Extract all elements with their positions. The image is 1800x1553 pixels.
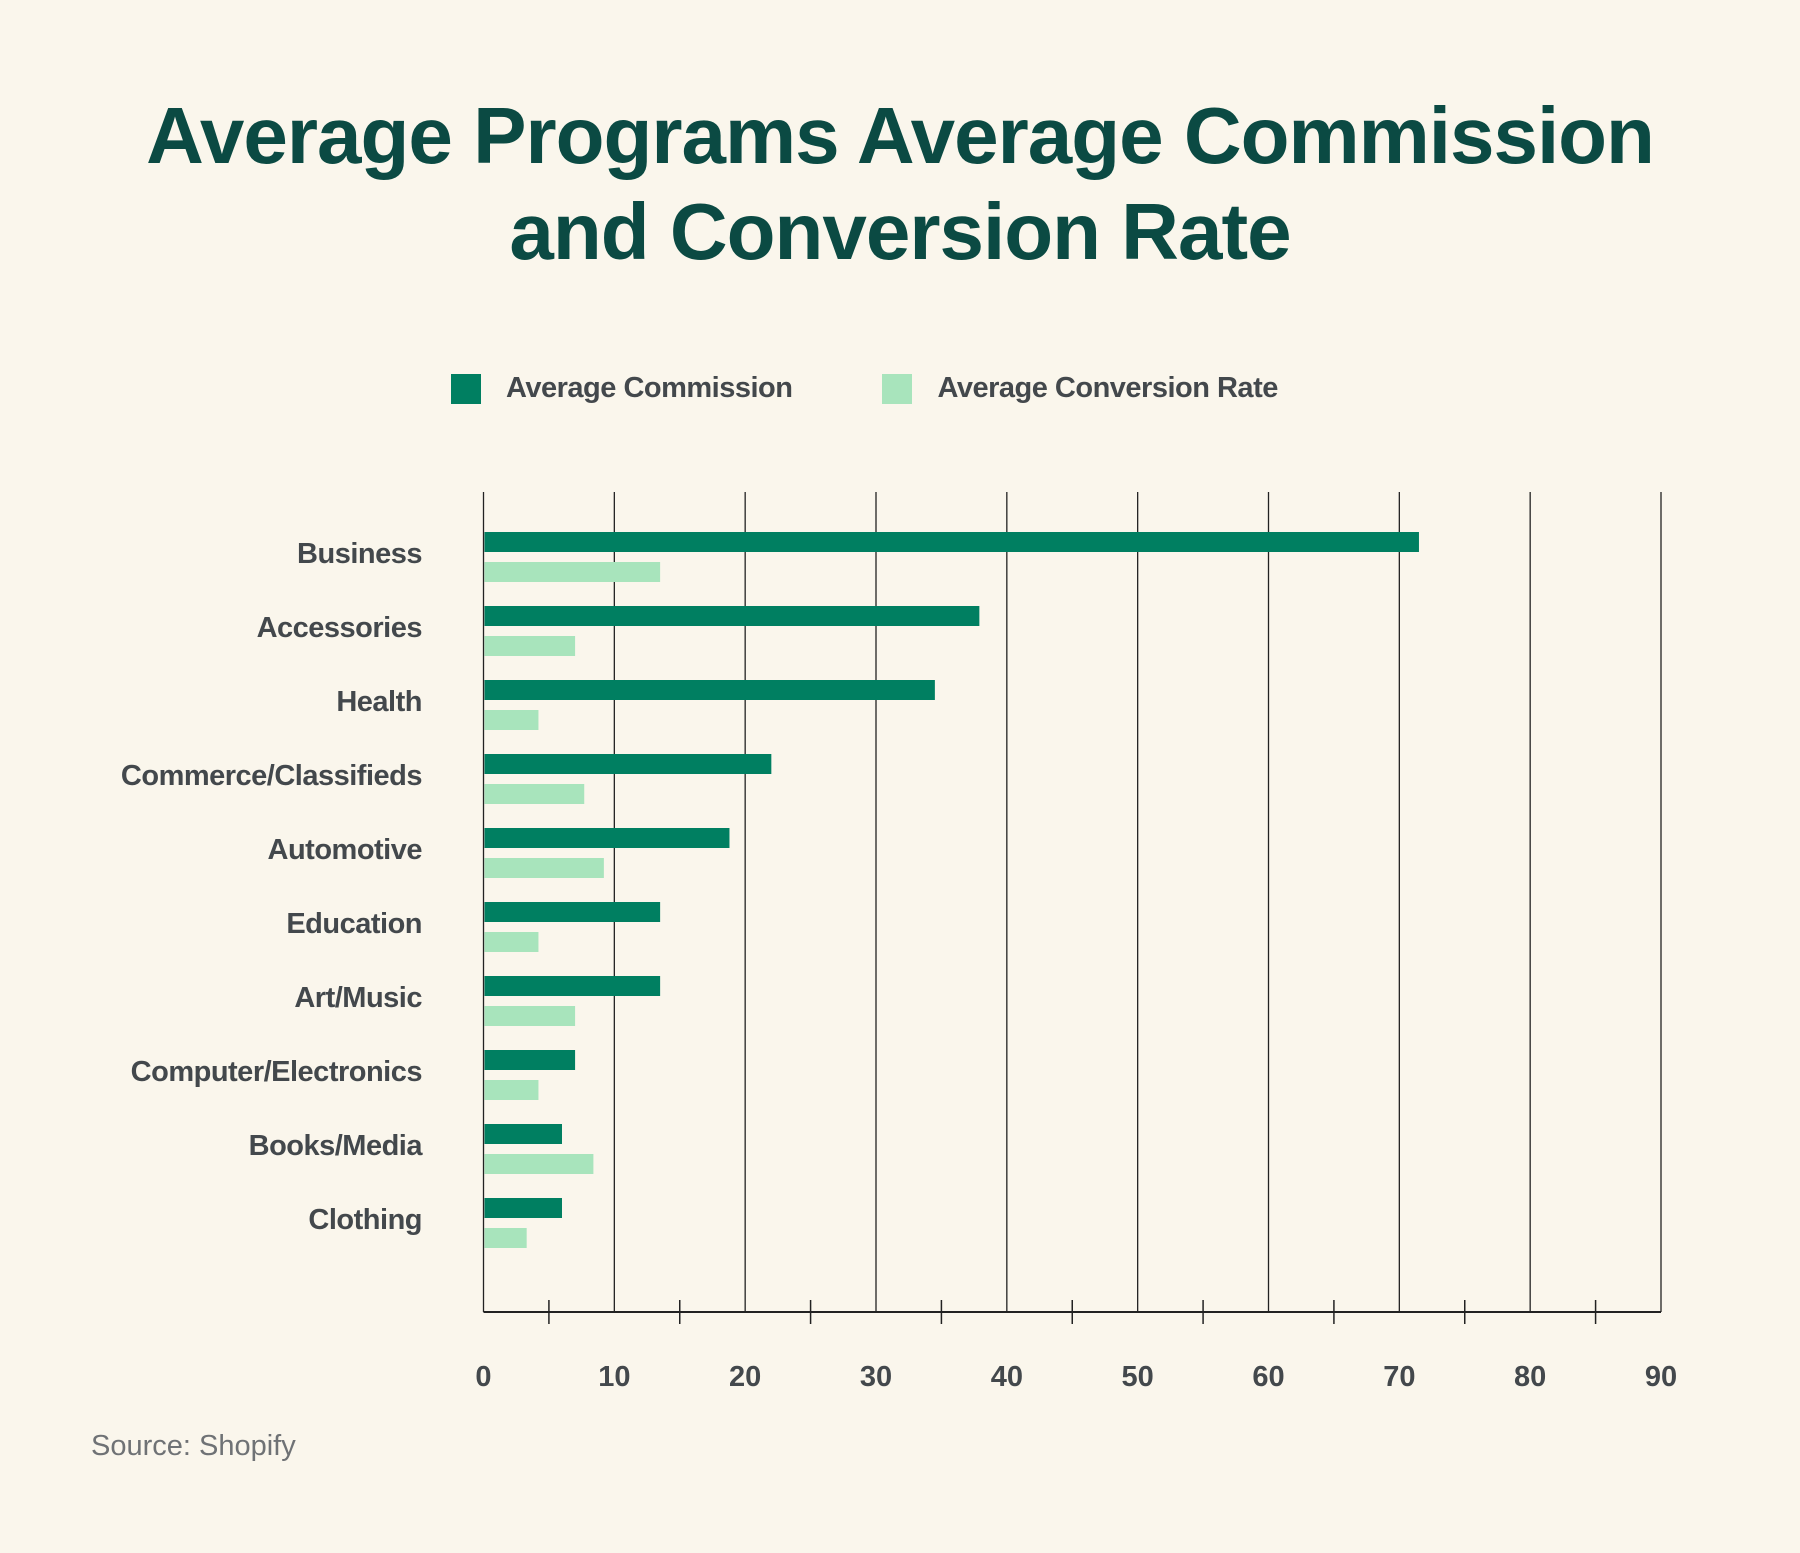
bar-commission xyxy=(484,1198,562,1218)
category-label: Health xyxy=(336,686,422,718)
bar-conversion xyxy=(484,562,661,582)
category-label: Business xyxy=(297,538,422,570)
category-label: Accessories xyxy=(257,612,422,644)
x-tick-label: 20 xyxy=(729,1361,761,1393)
bar-commission xyxy=(484,828,730,848)
x-tick-label: 30 xyxy=(860,1361,892,1393)
x-tick-label: 90 xyxy=(1645,1361,1677,1393)
x-tick-label: 80 xyxy=(1514,1361,1546,1393)
x-tick-label: 0 xyxy=(475,1361,491,1393)
bar-commission xyxy=(484,1050,576,1070)
category-label: Art/Music xyxy=(294,982,422,1014)
bar-conversion xyxy=(484,1006,576,1026)
legend-label-conversion: Average Conversion Rate xyxy=(937,372,1278,404)
title-line-1: Average Programs Average Commission xyxy=(146,91,1655,180)
category-label: Computer/Electronics xyxy=(131,1056,422,1088)
category-label: Commerce/Classifieds xyxy=(121,760,422,792)
x-tick-label: 10 xyxy=(598,1361,630,1393)
legend-item-conversion: Average Conversion Rate xyxy=(882,372,1278,405)
bar-commission xyxy=(484,606,980,626)
legend: Average Commission Average Conversion Ra… xyxy=(451,372,1368,405)
legend-swatch-commission xyxy=(451,373,481,404)
bar-conversion xyxy=(484,784,585,804)
legend-label-commission: Average Commission xyxy=(506,372,793,404)
category-label: Books/Media xyxy=(249,1130,424,1162)
bar-commission xyxy=(484,754,772,774)
bar-conversion xyxy=(484,1228,527,1248)
category-label: Clothing xyxy=(308,1204,422,1236)
bar-commission xyxy=(484,902,661,922)
legend-item-commission: Average Commission xyxy=(451,372,793,405)
x-tick-label: 50 xyxy=(1122,1361,1154,1393)
bar-commission xyxy=(484,976,661,996)
chart-title: Average Programs Average Commission and … xyxy=(0,88,1800,280)
bar-conversion xyxy=(484,858,604,878)
category-label: Automotive xyxy=(268,834,423,866)
x-tick-label: 60 xyxy=(1252,1361,1284,1393)
bar-conversion xyxy=(484,636,576,656)
x-tick-label: 70 xyxy=(1383,1361,1415,1393)
title-line-2: and Conversion Rate xyxy=(509,187,1291,276)
bar-conversion xyxy=(484,1080,539,1100)
bar-conversion xyxy=(484,710,539,730)
bar-commission xyxy=(484,680,935,700)
legend-swatch-conversion xyxy=(882,373,913,404)
category-label: Education xyxy=(286,908,422,940)
bar-conversion xyxy=(484,932,539,952)
x-tick-label: 40 xyxy=(991,1361,1023,1393)
bar-commission xyxy=(484,532,1419,552)
bar-commission xyxy=(484,1124,562,1144)
source-note: Source: Shopify xyxy=(91,1430,296,1462)
bar-conversion xyxy=(484,1154,594,1174)
